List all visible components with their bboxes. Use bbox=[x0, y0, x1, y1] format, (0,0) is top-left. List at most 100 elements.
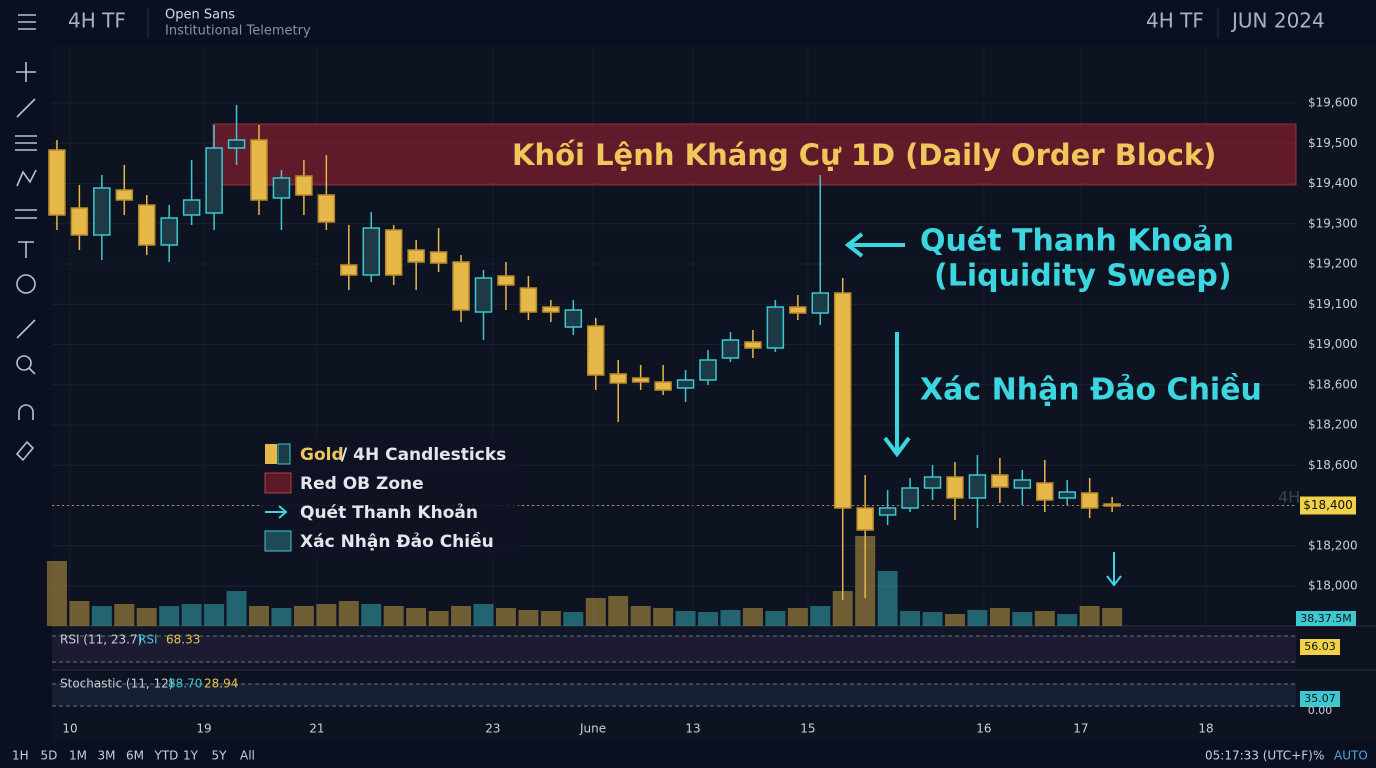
stoch-zero: 0.00 bbox=[1308, 704, 1333, 717]
percent-toggle[interactable]: % bbox=[1313, 749, 1324, 763]
font-name: Open Sans bbox=[165, 8, 235, 23]
candle-body bbox=[429, 251, 448, 264]
legend-box bbox=[262, 438, 518, 558]
range-button[interactable]: 5D bbox=[41, 749, 58, 763]
stoch-tag bbox=[1300, 691, 1340, 707]
legend-swatch bbox=[277, 443, 291, 465]
tool-icons[interactable] bbox=[15, 62, 37, 462]
x-tick-label: 10 bbox=[62, 722, 77, 736]
volume-bar bbox=[406, 608, 427, 626]
volume-bar bbox=[563, 612, 584, 626]
candle-body bbox=[70, 207, 89, 236]
x-tick-label: 17 bbox=[1073, 722, 1088, 736]
auto-toggle[interactable]: AUTO bbox=[1334, 749, 1368, 763]
range-button[interactable]: 6M bbox=[126, 749, 144, 763]
candle-body bbox=[519, 287, 538, 313]
y-tick-label: $19,000 bbox=[1308, 337, 1358, 351]
clock: 05:17:33 (UTC+F) bbox=[1205, 749, 1313, 763]
candle-body bbox=[699, 359, 717, 381]
volume-bar bbox=[69, 601, 90, 626]
candle-body bbox=[160, 217, 178, 246]
date: JUN 2024 bbox=[1230, 9, 1325, 33]
volume-bar bbox=[698, 612, 719, 626]
x-tick-label: 18 bbox=[1198, 722, 1213, 736]
sweep-label: Quét Thanh Khoản bbox=[920, 224, 1234, 259]
small-arrow bbox=[1106, 552, 1122, 587]
volume-bar bbox=[585, 598, 606, 626]
volume-bar bbox=[1057, 614, 1078, 626]
candle-body bbox=[676, 379, 695, 389]
candle-body bbox=[766, 306, 785, 349]
volume-bar bbox=[383, 606, 404, 626]
volume-bar bbox=[316, 604, 337, 626]
volume-bar bbox=[1034, 611, 1055, 626]
volume-bar bbox=[1102, 608, 1123, 626]
legend-swatch bbox=[264, 472, 292, 494]
candle-body bbox=[340, 264, 358, 276]
candle-body bbox=[205, 147, 223, 214]
volume-bar bbox=[787, 608, 808, 626]
candle-body bbox=[721, 339, 740, 359]
volume-bar bbox=[248, 606, 269, 626]
y-tick-label: $18,200 bbox=[1308, 538, 1358, 552]
candle-body bbox=[542, 306, 560, 313]
legend-zone: Red OB Zone bbox=[300, 474, 424, 494]
volume-bar bbox=[630, 606, 651, 626]
volume-bar bbox=[540, 611, 561, 626]
volume-tag bbox=[1296, 611, 1356, 626]
volume-bar bbox=[608, 596, 629, 626]
range-button[interactable]: YTD bbox=[154, 749, 179, 763]
volume-bar bbox=[1079, 606, 1100, 626]
candle-body bbox=[407, 249, 425, 263]
candle-body bbox=[946, 476, 964, 499]
volume-tag-text: 38,37.5M bbox=[1300, 612, 1351, 625]
volume-bar bbox=[451, 606, 472, 626]
candle-body bbox=[856, 507, 874, 531]
candle-body bbox=[923, 476, 942, 489]
candle-body bbox=[497, 275, 515, 286]
volume-bar bbox=[989, 608, 1010, 626]
range-button[interactable]: 3M bbox=[98, 749, 116, 763]
range-button[interactable]: All bbox=[240, 749, 255, 763]
candle-body bbox=[968, 474, 987, 499]
menu-icon[interactable] bbox=[18, 14, 36, 30]
rsi-tag bbox=[1300, 639, 1340, 655]
left-toolbar bbox=[0, 46, 52, 742]
candle-body bbox=[317, 194, 336, 223]
volume-bar bbox=[877, 571, 898, 626]
top-bar bbox=[0, 0, 1376, 46]
y-tick-label: $19,300 bbox=[1308, 216, 1358, 230]
volume-bar bbox=[967, 610, 988, 626]
candle-body bbox=[250, 139, 268, 201]
order-block-label: Khối Lệnh Kháng Cự 1D (Daily Order Block… bbox=[512, 138, 1216, 172]
candle-body bbox=[48, 149, 66, 216]
range-button[interactable]: 1H bbox=[12, 749, 29, 763]
x-tick-label: 13 bbox=[685, 722, 700, 736]
legend-reversal: Xác Nhận Đảo Chiều bbox=[300, 531, 494, 552]
volume-bar bbox=[720, 610, 741, 626]
volume-bar bbox=[765, 611, 786, 626]
range-button[interactable]: 1M bbox=[69, 749, 87, 763]
volume-bar bbox=[742, 608, 763, 626]
stoch-band bbox=[52, 684, 1296, 706]
volume-bar bbox=[653, 608, 674, 626]
stoch-k: 88.70 bbox=[168, 677, 202, 691]
x-tick-label: 15 bbox=[800, 722, 815, 736]
range-button[interactable]: 5Y bbox=[212, 749, 228, 763]
stoch-d: 28.94 bbox=[204, 677, 238, 691]
y-tick-label: $19,200 bbox=[1308, 257, 1358, 271]
price-tag bbox=[1300, 496, 1356, 515]
candle-body bbox=[93, 187, 111, 236]
timeframe[interactable]: 4H TF bbox=[68, 9, 126, 33]
price-tag-text: $18,400 bbox=[1303, 498, 1353, 512]
volume-bar bbox=[159, 606, 180, 626]
volume-bar bbox=[46, 561, 67, 626]
candle-body bbox=[137, 204, 156, 246]
legend-gold: Gold bbox=[300, 445, 344, 465]
range-button[interactable]: 1Y bbox=[183, 749, 199, 763]
y-tick-label: $19,400 bbox=[1308, 176, 1358, 190]
rsi-value: 68.33 bbox=[166, 633, 200, 647]
rsi-band bbox=[52, 636, 1296, 662]
